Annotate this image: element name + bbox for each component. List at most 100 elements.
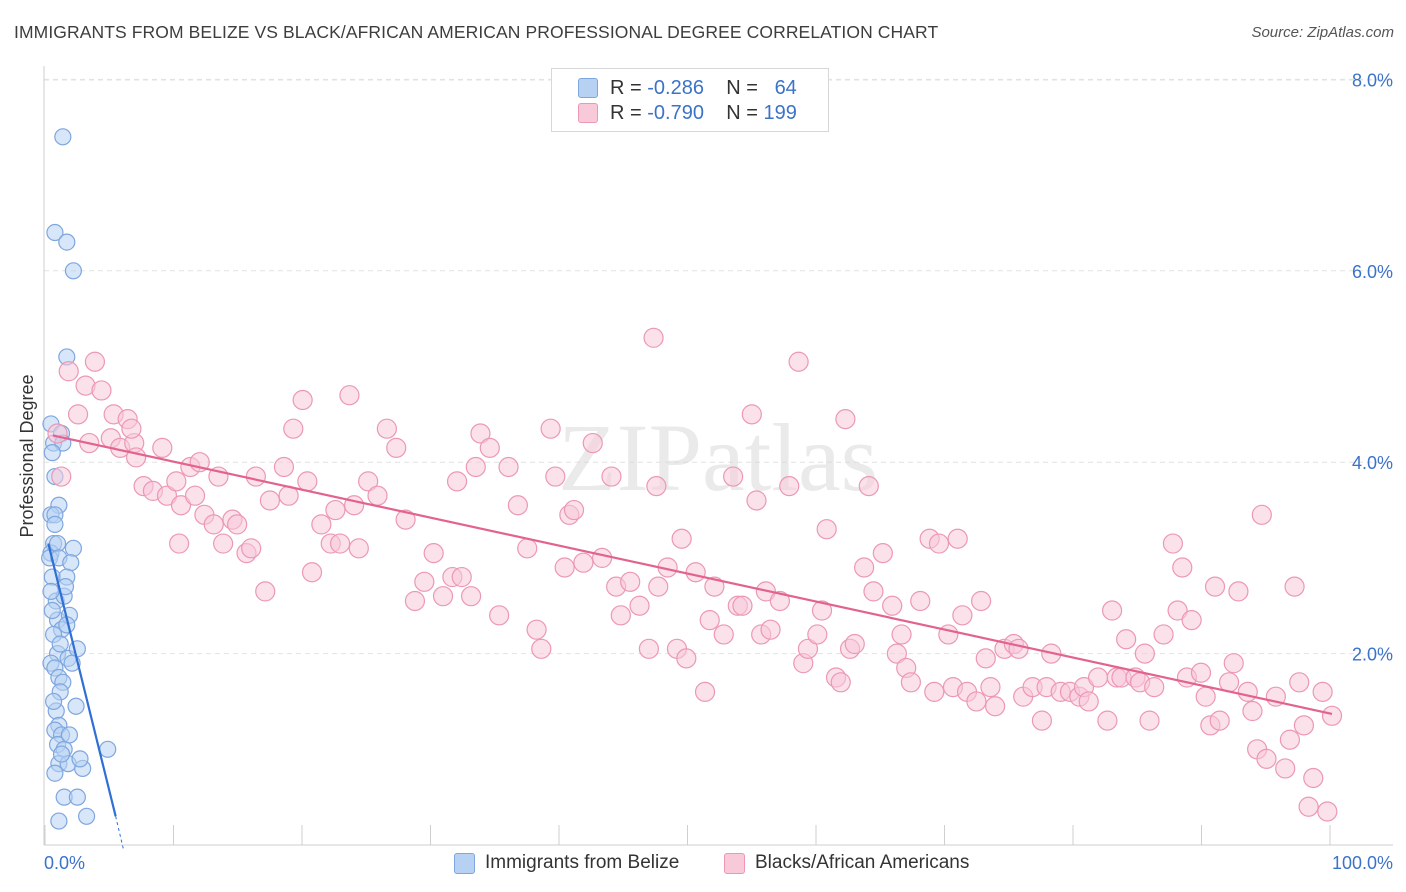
point-black: [540, 418, 561, 439]
point-black: [872, 543, 893, 564]
point-black: [292, 389, 313, 411]
axis-labels: 2.0% 4.0% 6.0% 8.0% 0.0% 100.0% Professional D…: [17, 70, 1393, 873]
point-black: [1223, 653, 1244, 674]
point-black: [1251, 504, 1272, 525]
point-black: [797, 638, 819, 659]
point-black: [563, 499, 585, 521]
chart-title: IMMIGRANTS FROM BELIZE VS BLACK/AFRICAN …: [14, 22, 939, 42]
point-black: [91, 380, 112, 401]
point-belize: [68, 640, 86, 658]
point-black: [1279, 729, 1300, 750]
point-black: [170, 495, 192, 516]
point-belize: [67, 697, 85, 715]
point-black: [498, 456, 519, 478]
point-black: [854, 557, 875, 578]
point-black: [526, 619, 547, 640]
point-black: [367, 485, 388, 506]
point-black: [910, 590, 931, 612]
point-black: [985, 696, 1006, 717]
point-black: [1181, 610, 1202, 631]
watermark: ZIPatlas: [558, 404, 878, 511]
point-black: [629, 595, 650, 616]
point-black: [746, 490, 767, 511]
point-black: [713, 624, 734, 645]
legend-label-black: Blacks/African Americans: [755, 852, 970, 873]
point-black: [573, 552, 594, 573]
point-black: [255, 581, 276, 602]
point-black: [610, 605, 631, 626]
point-black: [643, 327, 664, 348]
point-black: [227, 514, 248, 535]
point-black: [121, 418, 142, 439]
point-black: [1312, 681, 1333, 702]
point-black: [301, 562, 323, 583]
point-black: [1087, 667, 1109, 688]
point-black: [1228, 581, 1249, 602]
point-belize: [42, 582, 60, 600]
point-black: [1195, 686, 1216, 707]
point-black: [830, 672, 851, 693]
point-black: [358, 471, 379, 492]
point-black: [507, 495, 528, 516]
point-black: [273, 456, 295, 478]
point-black: [311, 514, 332, 535]
point-black: [671, 528, 692, 549]
point-black: [1153, 624, 1174, 645]
point-belize: [44, 692, 63, 711]
series-legend: Immigrants from Belize Blacks/African Am…: [0, 852, 1406, 878]
point-black: [952, 605, 973, 626]
point-black: [1097, 710, 1118, 731]
axes: [43, 66, 1393, 846]
point-black: [1134, 643, 1155, 664]
point-black: [156, 485, 178, 506]
point-belize: [52, 745, 71, 763]
point-black: [58, 361, 79, 382]
point-black: [203, 514, 224, 535]
point-black: [517, 538, 538, 559]
point-black: [1237, 681, 1258, 702]
point-black: [1204, 576, 1226, 597]
point-belize: [48, 534, 67, 553]
legend-swatch-belize-bottom: [454, 853, 475, 874]
legend-swatch-black: [578, 103, 598, 123]
point-black: [582, 432, 603, 454]
point-black: [545, 466, 566, 487]
point-belize: [46, 764, 64, 782]
point-black: [882, 595, 903, 616]
point-black: [446, 471, 468, 492]
point-belize: [62, 554, 80, 572]
point-black: [1298, 796, 1319, 817]
point-black: [966, 691, 987, 712]
point-black: [980, 676, 1001, 698]
point-belize: [58, 233, 76, 251]
n-value-black: 199: [763, 102, 797, 124]
point-belize: [51, 635, 69, 653]
point-black: [339, 385, 360, 406]
point-black: [741, 404, 762, 425]
point-black: [1303, 767, 1324, 789]
point-black: [184, 485, 206, 506]
point-belize: [50, 812, 68, 830]
legend-swatch-belize: [578, 78, 598, 98]
correlation-legend: R = -0.286 N = 64 R = -0.790 N = 199: [551, 68, 829, 132]
point-black: [245, 466, 266, 487]
point-black: [732, 595, 753, 616]
point-black: [465, 456, 486, 478]
y-axis-title: Professional Degree: [17, 374, 37, 537]
source-label: Source: ZipAtlas.com: [1251, 24, 1394, 41]
point-black: [646, 476, 667, 497]
point-belize: [64, 262, 83, 280]
point-black: [1242, 700, 1263, 722]
point-belize: [99, 740, 117, 758]
point-black: [807, 624, 828, 645]
point-black: [470, 423, 491, 444]
point-black: [648, 576, 669, 597]
trend-line-belize: [47, 543, 117, 817]
point-black: [404, 590, 426, 612]
point-black: [531, 638, 552, 659]
point-black: [900, 672, 922, 693]
point-black: [947, 528, 968, 549]
point-black: [297, 471, 318, 492]
point-black: [166, 471, 187, 492]
point-belize: [46, 223, 64, 242]
